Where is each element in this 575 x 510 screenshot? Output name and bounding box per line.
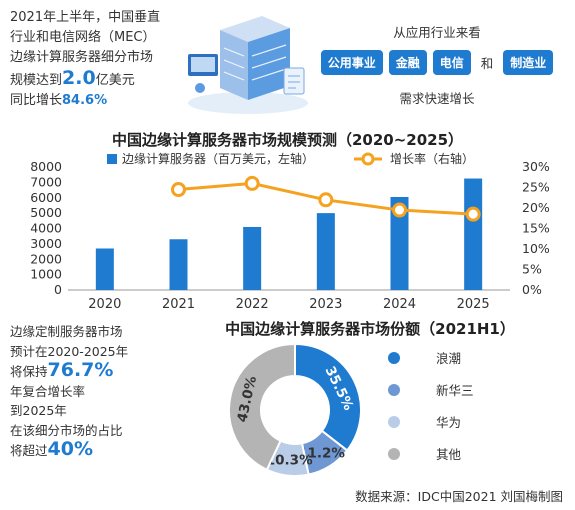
y-left-tick-label: 2000	[30, 251, 62, 266]
pie-slice	[294, 342, 362, 452]
pie-legend-item: 华为	[388, 412, 461, 431]
bar	[464, 178, 483, 290]
legend-dot-icon	[388, 447, 400, 460]
pie-legend-label: 浪潮	[436, 351, 462, 366]
intro-line: 2021年上半年，中国垂直	[10, 10, 161, 25]
industry-tag: 金融	[388, 50, 427, 75]
server-rack-icon	[220, 16, 290, 100]
y-left-tick-label: 4000	[30, 221, 62, 236]
pie-legend: 浪潮 新华三 华为 其他	[388, 348, 558, 478]
legend-bar-label: 边缘计算服务器（百万美元，左轴）	[122, 151, 314, 166]
growth-point	[171, 182, 186, 198]
pie-legend-item: 新华三	[388, 380, 474, 399]
y-left-tick-label: 0	[54, 282, 62, 297]
y-right-tick-label: 5%	[522, 262, 542, 277]
document-icon	[283, 67, 305, 95]
intro-text: 2021年上半年，中国垂直 行业和电信网络（MEC） 边缘计算服务器细分市场 规…	[10, 8, 200, 111]
x-tick-label: 2025	[457, 297, 490, 312]
x-tick-label: 2024	[383, 297, 416, 312]
y-left-tick-label: 8000	[30, 159, 62, 174]
bar	[390, 196, 409, 290]
industry-tag: 电信	[432, 50, 471, 75]
cagr-note: 边缘定制服务器市场 预计在2020-2025年 将保持76.7% 年复合增长率 …	[10, 322, 180, 461]
legend-dot-icon	[388, 415, 400, 428]
legend-bar-swatch	[107, 154, 117, 164]
legend-dot-icon	[388, 351, 400, 364]
intro-growth: 84.6%	[62, 93, 108, 108]
y-left-tick-label: 1000	[30, 267, 62, 282]
legend-line-marker	[361, 152, 375, 166]
note-line: 将超过40%	[10, 438, 93, 460]
y-right-tick-label: 30%	[522, 159, 550, 174]
industries-box: 从应用行业来看 公用事业 金融 电信 和 制造业 需求快速增长	[312, 18, 562, 108]
industries-footer: 需求快速增长	[399, 91, 475, 106]
pie-slice	[228, 342, 296, 472]
growth-point	[244, 175, 260, 191]
legend-line-label: 增长率（右轴）	[390, 151, 474, 166]
growth-point	[318, 192, 334, 208]
y-right-tick-label: 25%	[522, 180, 550, 195]
industries-and: 和	[480, 56, 494, 71]
y-right-tick-label: 0%	[522, 282, 542, 297]
industries-tags: 公用事业 金融 电信 和 制造业	[312, 50, 562, 75]
intro-line: 规模达到2.0亿美元	[10, 67, 135, 89]
industries-header: 从应用行业来看	[393, 25, 481, 40]
industry-tag: 公用事业	[320, 50, 383, 75]
intro-line: 边缘计算服务器细分市场	[10, 50, 154, 65]
pie-legend-item: 其他	[388, 444, 461, 463]
pie-value-label: 11.2%	[298, 445, 345, 461]
pie-legend-label: 其他	[436, 447, 462, 462]
pie-legend-item: 浪潮	[388, 348, 461, 367]
y-left-tick-label: 3000	[30, 236, 62, 251]
intro-market-size: 2.0	[62, 67, 96, 89]
x-tick-label: 2020	[88, 297, 121, 312]
note-line: 将保持76.7%	[10, 359, 114, 381]
y-left-tick-label: 7000	[30, 174, 62, 189]
server-illustration	[188, 16, 308, 114]
pie-legend-label: 华为	[436, 415, 462, 430]
legend-dot-icon	[388, 383, 400, 396]
x-tick-label: 2023	[309, 297, 342, 312]
pie-legend-label: 新华三	[436, 383, 474, 398]
cagr-value: 76.7%	[47, 359, 114, 381]
share-value: 40%	[47, 438, 93, 460]
bar	[95, 248, 114, 290]
pie-chart-title: 中国边缘计算服务器市场份额（2021H1）	[225, 320, 515, 338]
y-right-tick-label: 20%	[522, 200, 550, 215]
industry-tag: 制造业	[503, 50, 554, 75]
x-tick-label: 2021	[162, 297, 195, 312]
note-line: 年复合增长率	[10, 383, 86, 399]
y-right-tick-label: 10%	[522, 241, 550, 256]
intro-line: 行业和电信网络（MEC）	[10, 30, 156, 45]
note-line: 在该细分市场的占比	[10, 422, 123, 438]
y-left-tick-label: 6000	[30, 190, 62, 205]
note-line: 边缘定制服务器市场	[10, 324, 123, 339]
x-tick-label: 2022	[236, 297, 269, 312]
bar-chart-title: 中国边缘计算服务器市场规模预测（2020~2025）	[111, 131, 464, 149]
bar	[316, 213, 335, 290]
pie-value-label: 10.3%	[266, 453, 313, 469]
note-line: 到2025年	[10, 403, 67, 418]
pie-chart: 35.5%11.2%10.3%43.0%	[228, 342, 362, 477]
note-line: 预计在2020-2025年	[10, 343, 129, 359]
intro-line: 同比增长84.6%	[10, 93, 108, 108]
bar	[169, 239, 188, 290]
monitor-icon	[188, 54, 218, 76]
y-right-tick-label: 15%	[522, 221, 550, 236]
node-dot-icon	[195, 83, 205, 93]
source-note: 数据来源：IDC中国2021 刘国梅制图	[355, 489, 563, 504]
growth-point	[392, 202, 407, 218]
growth-point	[465, 206, 481, 222]
bar	[243, 226, 262, 290]
y-left-tick-label: 5000	[30, 205, 62, 220]
